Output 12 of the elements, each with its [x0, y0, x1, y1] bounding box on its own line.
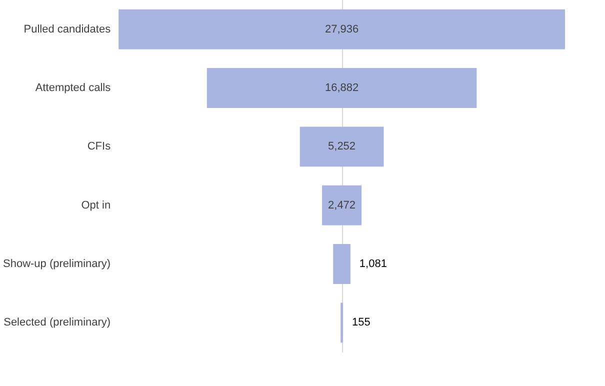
data-label: 2,472 [328, 199, 356, 212]
data-label: 5,252 [328, 140, 356, 153]
category-label: CFIs [87, 140, 112, 153]
data-label: 16,882 [324, 82, 359, 94]
data-label: 1,081 [359, 258, 387, 270]
data-label: 27,936 [324, 23, 359, 36]
category-label: Attempted calls [35, 82, 112, 94]
category-label: Pulled candidates [24, 23, 112, 36]
category-label: Opt in [81, 199, 111, 212]
category-label: Show-up (preliminary) [2, 258, 111, 270]
data-label: 155 [352, 316, 370, 329]
category-label: Selected (preliminary) [4, 316, 111, 329]
